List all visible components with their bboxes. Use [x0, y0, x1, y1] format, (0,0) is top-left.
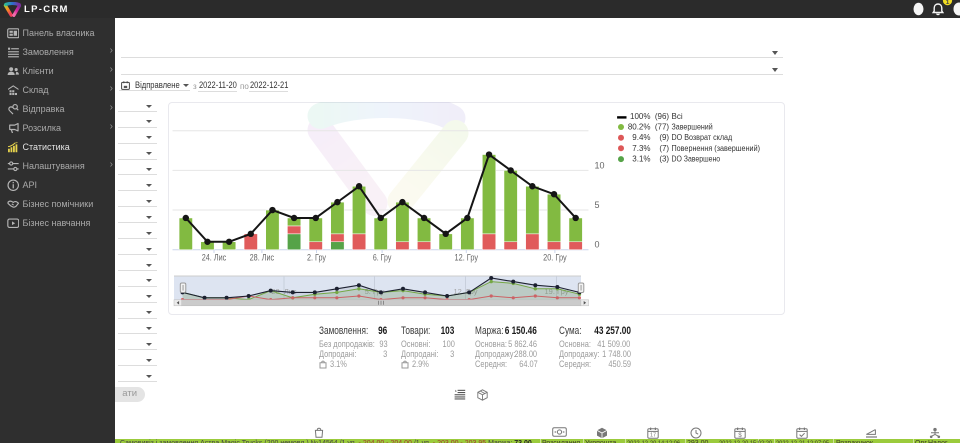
svg-text:10: 10	[594, 160, 604, 170]
svg-text:12. Гру: 12. Гру	[454, 253, 478, 263]
svg-text:6. Гру: 6. Гру	[372, 253, 391, 263]
svg-text:Всі: Всі	[671, 112, 682, 121]
svg-text:1: 1	[946, 0, 950, 6]
svg-text:28. Лис: 28. Лис	[249, 253, 274, 263]
svg-text:19. Гру: 19. Гру	[544, 287, 568, 296]
svg-text:7.3%: 7.3%	[632, 144, 650, 153]
svg-text:0: 0	[594, 240, 599, 250]
svg-text:$: $	[738, 432, 742, 438]
svg-text:80.2%: 80.2%	[627, 123, 650, 132]
svg-text:(7): (7)	[659, 144, 669, 153]
svg-text:Повернення (завершений): Повернення (завершений)	[671, 144, 760, 153]
svg-text:100%: 100%	[630, 112, 650, 121]
svg-text:(3): (3)	[659, 155, 669, 164]
svg-text:3.1%: 3.1%	[632, 155, 650, 164]
svg-text:Завершений: Завершений	[671, 123, 712, 132]
svg-text:12. Гру: 12. Гру	[453, 287, 477, 296]
svg-text:DO Завершено: DO Завершено	[671, 155, 720, 164]
svg-text:(77): (77)	[654, 123, 669, 132]
svg-text:(96): (96)	[654, 112, 669, 121]
svg-text:9.4%: 9.4%	[632, 133, 650, 142]
svg-text:20. Гру: 20. Гру	[543, 253, 567, 263]
svg-text:24. Лис: 24. Лис	[201, 253, 226, 263]
svg-text:5: 5	[594, 200, 599, 210]
svg-text:DO Возврат склад: DO Возврат склад	[671, 133, 732, 142]
svg-text:(9): (9)	[659, 133, 669, 142]
svg-text:2. Гру: 2. Гру	[307, 253, 326, 263]
svg-text:17: 17	[650, 432, 656, 438]
